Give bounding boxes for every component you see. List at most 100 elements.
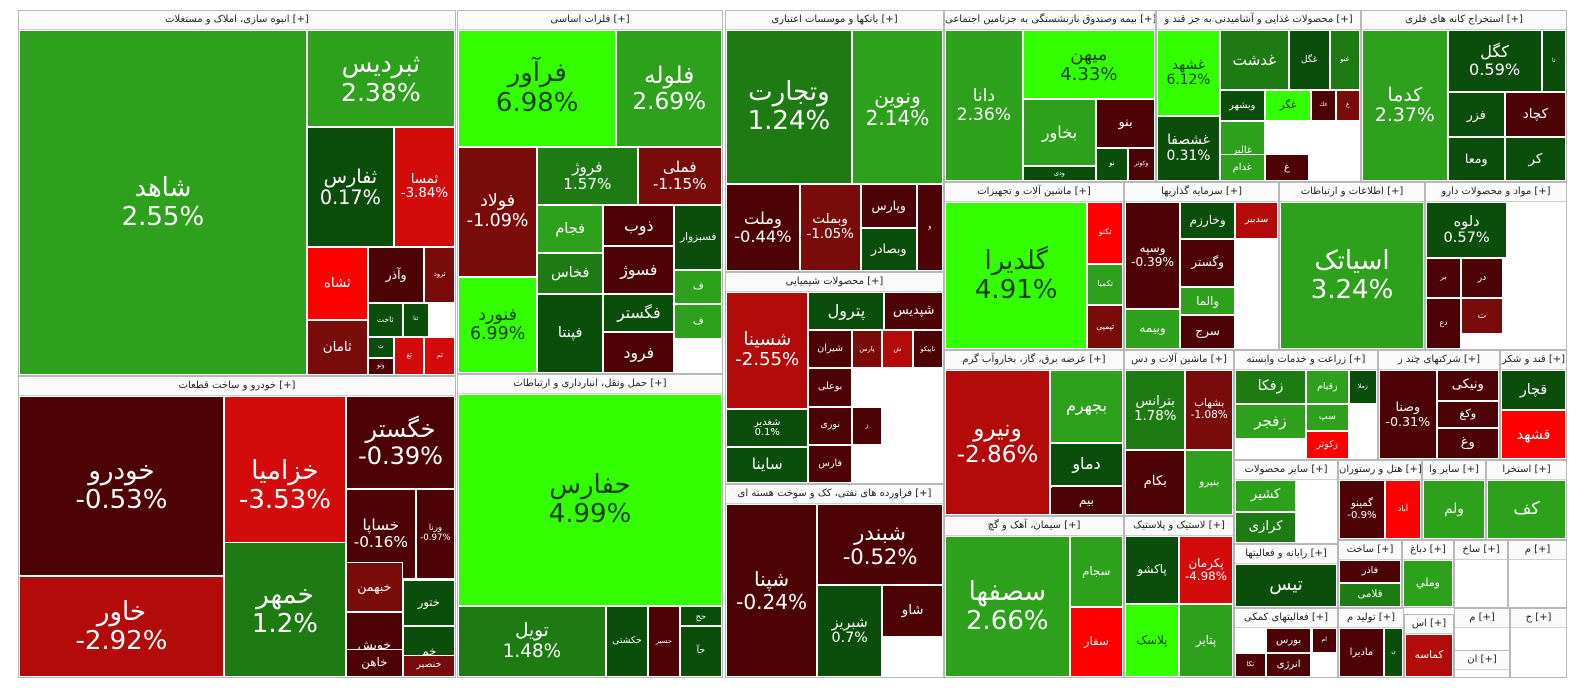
stock-tile[interactable]: تکمبا <box>1087 263 1123 305</box>
stock-tile[interactable]: فرود <box>603 331 675 373</box>
stock-tile[interactable]: وبشهر <box>1219 90 1265 121</box>
stock-tile[interactable]: سجام <box>1069 536 1123 607</box>
stock-tile[interactable]: حسیر <box>648 606 680 677</box>
stock-tile[interactable]: ساینا <box>726 446 809 483</box>
stock-tile[interactable]: سرج <box>1180 315 1236 349</box>
stock-tile[interactable]: ونیرو -2.86% <box>945 370 1051 515</box>
stock-tile[interactable]: تویل 1.48% <box>458 606 606 677</box>
stock-tile[interactable]: غك <box>1311 90 1336 121</box>
sector-header[interactable]: تولید م [+] <box>1339 609 1403 628</box>
stock-tile[interactable]: وبصادر <box>860 227 917 271</box>
stock-tile[interactable]: وملي <box>1403 560 1453 607</box>
stock-tile[interactable]: کر <box>1504 137 1566 181</box>
stock-tile[interactable]: شاو <box>882 585 943 638</box>
stock-tile[interactable]: وگستر <box>1180 238 1236 288</box>
stock-tile[interactable]: ومعا <box>1447 137 1505 181</box>
stock-tile[interactable]: گلدیرا 4.91% <box>945 202 1088 349</box>
stock-tile[interactable]: بخاور <box>1022 99 1097 166</box>
stock-tile[interactable]: بجهرم <box>1050 370 1123 443</box>
stock-tile[interactable]: غ <box>1335 90 1360 121</box>
stock-tile[interactable]: ش <box>882 330 913 369</box>
stock-tile[interactable]: بیم <box>1050 486 1123 515</box>
stock-tile[interactable]: ورنا -0.97% <box>415 488 455 579</box>
stock-tile[interactable]: وکوثر <box>1127 147 1155 181</box>
sector-header[interactable]: انبوه سازی، املاک و مستغلات [+] <box>19 11 455 30</box>
stock-tile[interactable]: دانا 2.36% <box>945 30 1023 181</box>
sector-header[interactable]: رایانه و فعالیتها [+] <box>1235 545 1337 564</box>
sector-header[interactable]: محصولات شیمیایی [+] <box>726 273 943 292</box>
stock-tile[interactable]: کرازی <box>1235 511 1297 543</box>
stock-tile[interactable]: انرژی <box>1265 652 1312 677</box>
stock-tile[interactable]: سفار <box>1069 606 1123 677</box>
stock-tile[interactable]: بنیرو <box>1185 449 1233 515</box>
stock-tile[interactable]: شپدیس <box>884 292 943 331</box>
stock-tile[interactable]: میهن 4.33% <box>1022 30 1155 100</box>
stock-tile[interactable]: سپ <box>1306 403 1349 431</box>
stock-tile[interactable]: وخارزم <box>1180 202 1236 239</box>
stock-tile[interactable]: ث <box>367 337 394 358</box>
stock-tile[interactable]: غگر <box>1264 90 1312 121</box>
stock-tile[interactable]: خاهن <box>346 648 403 677</box>
stock-tile[interactable]: در <box>1461 257 1503 298</box>
stock-tile[interactable]: غدشت <box>1219 30 1289 91</box>
stock-tile[interactable]: فلوله 2.69% <box>616 30 722 147</box>
stock-tile[interactable]: تیس <box>1235 564 1337 607</box>
sector-header[interactable]: مواد و محصولات دارو [+] <box>1426 183 1566 202</box>
stock-tile[interactable]: والما <box>1180 287 1236 316</box>
stock-tile[interactable]: ناما <box>402 578 455 582</box>
sector-header[interactable]: اس [+] <box>1405 615 1453 634</box>
sector-header[interactable]: هتل و رستوران [+] <box>1339 461 1421 480</box>
stock-tile[interactable]: کف <box>1487 480 1566 539</box>
stock-tile[interactable]: ثاخت <box>367 302 403 338</box>
stock-tile[interactable]: حکشتی <box>605 606 649 677</box>
stock-tile[interactable]: ف <box>674 270 722 305</box>
stock-tile[interactable]: ثرود <box>424 247 455 303</box>
stock-tile[interactable]: فولاد -1.09% <box>458 146 538 277</box>
stock-tile[interactable]: اسیاتک 3.24% <box>1280 202 1424 349</box>
stock-tile[interactable]: وکغ <box>1436 401 1499 428</box>
sector-header[interactable]: م [+] <box>1455 609 1509 628</box>
sector-header[interactable]: م [+] <box>1509 541 1566 560</box>
stock-tile[interactable]: وغ <box>1436 427 1499 459</box>
stock-tile[interactable]: بکام <box>1125 449 1186 515</box>
stock-tile[interactable]: بزا <box>1050 486 1053 488</box>
stock-tile[interactable]: فجام <box>537 204 604 253</box>
stock-tile[interactable]: ونیکی <box>1436 370 1499 402</box>
stock-tile[interactable]: وصنا -0.31% <box>1379 370 1437 459</box>
stock-tile[interactable]: کگل 0.59% <box>1447 30 1542 92</box>
stock-tile[interactable]: ام <box>1311 628 1337 653</box>
stock-tile[interactable]: فگستر <box>603 294 675 332</box>
stock-tile[interactable]: بنو <box>1096 99 1155 148</box>
stock-tile[interactable]: بر <box>1426 257 1461 298</box>
sector-header[interactable]: سرمایه گذاریها [+] <box>1125 183 1278 202</box>
stock-tile[interactable]: تا <box>1541 30 1566 92</box>
stock-tile[interactable]: دماو <box>1050 442 1123 486</box>
sector-header[interactable]: ماشین آلات و تجهیزات [+] <box>945 183 1123 202</box>
stock-tile[interactable]: غنو <box>1329 30 1360 91</box>
stock-tile[interactable]: نو <box>1096 147 1128 181</box>
stock-tile[interactable]: کدما 2.37% <box>1362 30 1448 181</box>
stock-tile[interactable]: فپنتا <box>537 294 604 373</box>
sector-header[interactable]: ح [+] <box>1511 609 1566 628</box>
stock-tile[interactable]: ثشاه <box>306 247 368 320</box>
stock-tile[interactable]: ولم <box>1423 480 1485 539</box>
stock-tile[interactable]: زکوثر <box>1306 430 1349 459</box>
stock-tile[interactable]: وبملت -1.05% <box>799 184 861 271</box>
stock-tile[interactable]: وملت -0.44% <box>726 184 800 271</box>
stock-tile[interactable]: حفارس 4.99% <box>458 394 722 607</box>
stock-tile[interactable]: ثبردیس 2.38% <box>306 30 455 127</box>
stock-tile[interactable]: شپنا -0.24% <box>726 504 818 677</box>
stock-tile[interactable]: زقیام <box>1306 370 1349 404</box>
stock-tile[interactable]: سصفها 2.66% <box>945 536 1070 677</box>
stock-tile[interactable]: فنورد 6.99% <box>458 276 538 373</box>
stock-tile[interactable]: ثتا <box>402 302 429 338</box>
sector-header[interactable]: سایر محصولات [+] <box>1235 461 1337 480</box>
stock-tile[interactable]: زملا <box>1348 370 1377 404</box>
stock-tile[interactable]: ثمسا -3.84% <box>393 126 455 248</box>
stock-tile[interactable]: بشهاب -1.08% <box>1185 370 1233 450</box>
sector-header[interactable]: استخرا [+] <box>1487 461 1566 480</box>
stock-tile[interactable]: شبندر -0.52% <box>817 504 943 586</box>
stock-tile[interactable]: خمهر 1.2% <box>223 542 346 677</box>
stock-tile[interactable]: قچار <box>1501 370 1566 411</box>
stock-tile[interactable]: غگل <box>1288 30 1330 91</box>
